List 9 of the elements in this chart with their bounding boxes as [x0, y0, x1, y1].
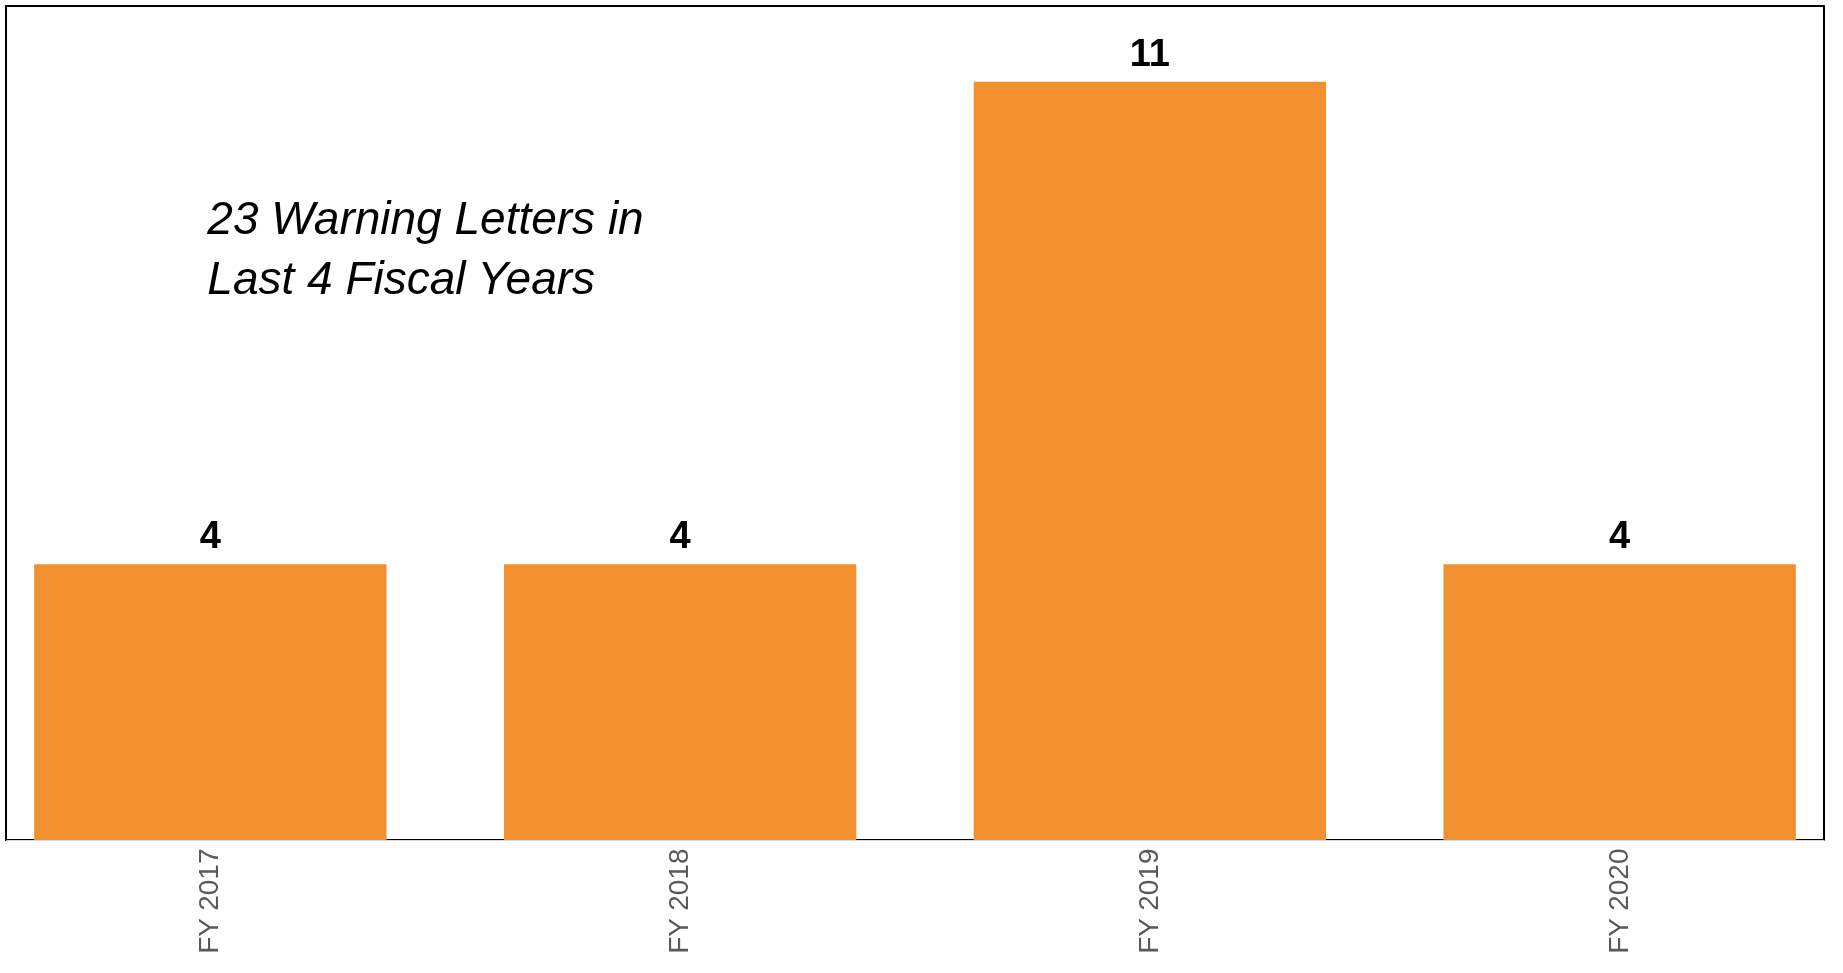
annotation: 23 Warning Letters in Last 4 Fiscal Years	[206, 192, 644, 304]
x-tick-label: FY 2019	[1132, 848, 1164, 954]
x-tick-label: FY 2018	[663, 848, 695, 954]
data-label: 4	[199, 514, 221, 557]
data-label: 4	[669, 514, 691, 557]
x-tick-label: FY 2020	[1602, 848, 1634, 954]
data-label: 4	[1609, 514, 1631, 557]
x-tick-label: FY 2017	[193, 848, 225, 954]
data-label: 11	[1129, 31, 1170, 74]
